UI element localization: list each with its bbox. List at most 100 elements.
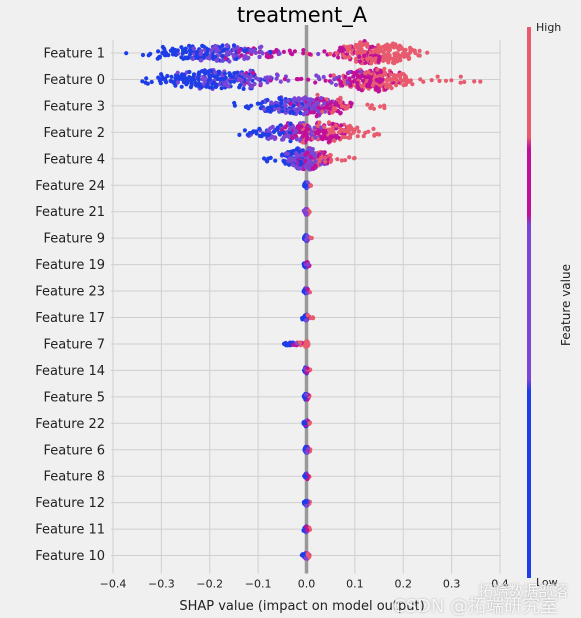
shap-point xyxy=(421,79,426,84)
shap-point xyxy=(406,56,411,62)
shap-point xyxy=(352,155,357,161)
shap-point xyxy=(294,154,299,159)
shap-point xyxy=(273,158,278,163)
feature-label: Feature 14 xyxy=(35,364,105,379)
shap-point xyxy=(375,70,380,75)
shap-point xyxy=(209,85,215,90)
shap-point xyxy=(329,80,334,85)
shap-point xyxy=(329,135,334,140)
x-tick-label: 0.4 xyxy=(491,578,509,591)
shap-point xyxy=(254,129,259,134)
shap-point xyxy=(180,51,185,56)
shap-point xyxy=(330,110,335,115)
shap-point xyxy=(363,75,368,80)
shap-point xyxy=(321,74,326,80)
shap-point xyxy=(368,56,373,61)
shap-point xyxy=(315,123,320,129)
shap-point xyxy=(386,51,391,56)
shap-point xyxy=(397,72,403,77)
shap-point xyxy=(339,104,345,109)
shap-point xyxy=(140,79,145,84)
shap-point xyxy=(274,103,279,108)
shap-point xyxy=(381,58,386,64)
shap-point xyxy=(347,55,352,60)
shap-point xyxy=(328,51,333,57)
shap-point xyxy=(392,44,397,49)
shap-point xyxy=(343,74,348,79)
shap-point xyxy=(382,103,387,108)
shap-point xyxy=(249,103,254,108)
shap-point xyxy=(293,128,299,133)
shap-point xyxy=(355,84,360,89)
shap-point xyxy=(277,51,282,56)
shap-point xyxy=(307,183,312,188)
colorbar xyxy=(527,27,531,578)
shap-point xyxy=(343,135,348,140)
shap-point xyxy=(365,102,370,107)
shap-point xyxy=(370,83,375,88)
shap-point xyxy=(183,55,188,60)
shap-point xyxy=(342,47,347,52)
shap-point xyxy=(336,77,341,82)
shap-point xyxy=(314,96,320,102)
feature-label: Feature 22 xyxy=(35,417,105,432)
shap-point xyxy=(368,105,373,111)
shap-point xyxy=(342,158,348,163)
shap-point xyxy=(252,81,257,87)
shap-point xyxy=(248,47,253,53)
shap-point xyxy=(144,76,149,81)
shap-point xyxy=(308,132,313,137)
shap-point xyxy=(145,81,150,86)
feature-label: Feature 6 xyxy=(43,443,105,458)
shap-point xyxy=(351,70,356,76)
shap-point xyxy=(171,80,176,85)
feature-label: Feature 9 xyxy=(43,232,105,247)
shap-point xyxy=(330,126,335,131)
feature-label: Feature 7 xyxy=(43,337,105,352)
shap-point xyxy=(198,51,203,56)
shap-point xyxy=(258,101,263,106)
shap-point xyxy=(321,106,327,111)
shap-point xyxy=(175,74,181,79)
shap-point xyxy=(304,499,309,505)
shap-point xyxy=(374,77,379,83)
shap-point xyxy=(310,98,315,103)
shap-point xyxy=(314,73,319,78)
feature-label: Feature 24 xyxy=(35,179,105,194)
shap-point xyxy=(305,233,310,239)
shap-point xyxy=(303,164,308,169)
shap-point xyxy=(245,132,250,137)
shap-point xyxy=(346,124,351,129)
feature-labels: Feature 1 Feature 0 Feature 3 Feature 2 Feat… xyxy=(35,47,105,565)
shap-point xyxy=(305,527,310,533)
shap-point xyxy=(323,78,328,83)
shap-point xyxy=(335,157,340,162)
shap-point xyxy=(371,50,376,55)
shap-point xyxy=(179,84,184,89)
x-tick-labels: −0.4 −0.3 −0.2 −0.1 0.0 0.1 0.2 0.3 0.4 xyxy=(100,578,509,591)
shap-point xyxy=(371,126,376,131)
shap-point xyxy=(238,83,243,88)
shap-point xyxy=(331,73,336,78)
shap-point xyxy=(271,129,276,134)
shap-point xyxy=(288,110,293,115)
shap-point xyxy=(296,96,301,101)
shap-point xyxy=(266,128,271,133)
shap-point xyxy=(158,81,163,86)
shap-point xyxy=(200,69,205,74)
shap-point xyxy=(315,92,320,97)
shap-point xyxy=(301,112,306,117)
shap-point xyxy=(349,101,354,106)
shap-point xyxy=(323,155,328,160)
shap-point xyxy=(355,80,360,86)
shap-point xyxy=(339,158,344,163)
shap-point xyxy=(395,53,400,59)
shap-point xyxy=(287,130,293,135)
shap-point xyxy=(281,49,286,55)
shap-point xyxy=(339,123,344,128)
shap-point xyxy=(429,78,434,83)
shap-point xyxy=(191,72,197,77)
shap-point xyxy=(417,53,422,58)
shap-point xyxy=(231,53,236,58)
shap-point xyxy=(362,53,367,59)
